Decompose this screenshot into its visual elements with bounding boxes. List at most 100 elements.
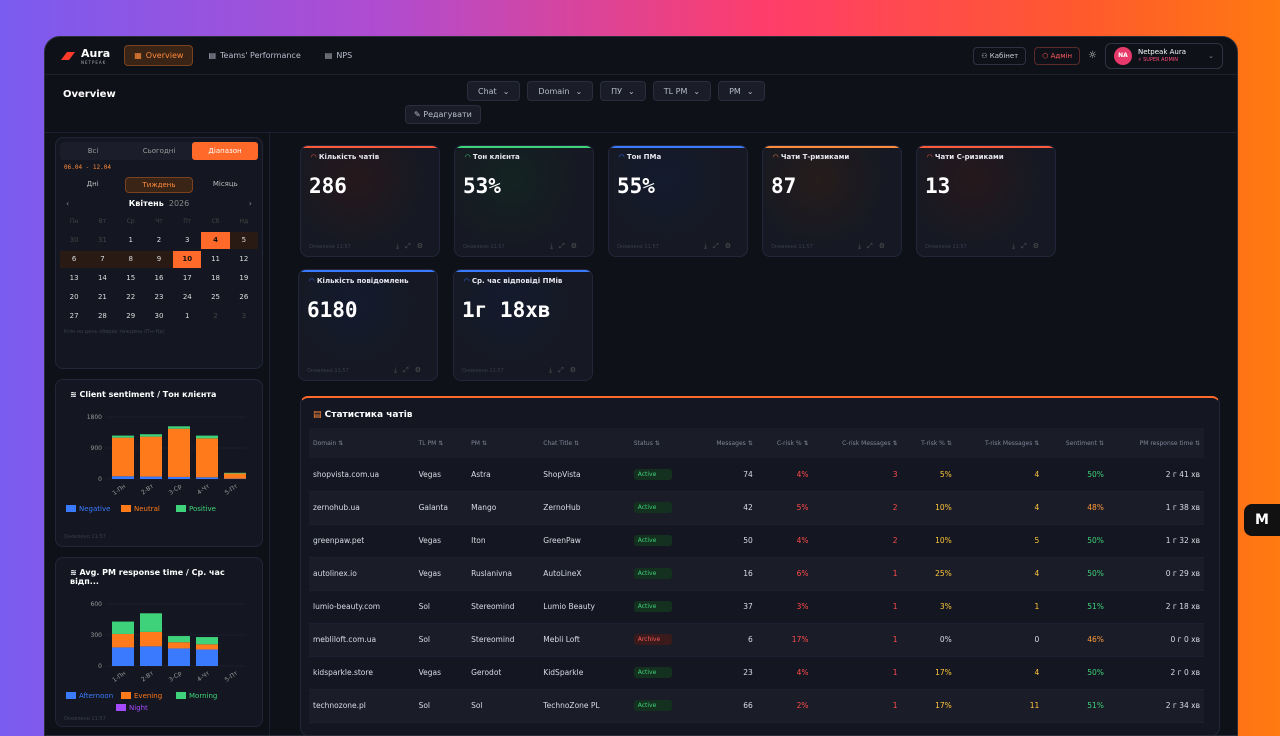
calendar-day[interactable]: 11	[201, 251, 229, 268]
mode-range[interactable]: Діапазон	[192, 142, 258, 160]
kpi-actions[interactable]: ⤓⤢⚙	[394, 366, 427, 375]
calendar-day[interactable]: 31	[88, 232, 116, 249]
filter-domain[interactable]: Domain⌄	[527, 81, 593, 101]
m-logo-icon[interactable]: M	[1244, 504, 1280, 536]
sun-icon[interactable]: ☼	[1088, 50, 1097, 61]
column-header[interactable]: C-risk Messages ⇅	[812, 428, 901, 458]
calendar-day[interactable]: 8	[117, 251, 145, 268]
column-header[interactable]: PM ⇅	[467, 428, 539, 458]
column-header[interactable]: Sentiment ⇅	[1043, 428, 1108, 458]
calendar-day[interactable]: 29	[117, 308, 145, 325]
column-header[interactable]: Domain ⇅	[309, 428, 415, 458]
calendar-day[interactable]: 17	[173, 270, 201, 287]
calendar-day[interactable]: 25	[201, 289, 229, 306]
table-cell: Mebli Loft	[539, 623, 629, 656]
admin-button[interactable]: ⬡ Адмін	[1034, 47, 1080, 65]
filter-tlpm[interactable]: TL PM⌄	[653, 81, 711, 101]
calendar-day[interactable]: 12	[230, 251, 258, 268]
filter-pu[interactable]: ПУ⌄	[600, 81, 646, 101]
chevron-left-icon[interactable]: ‹	[66, 199, 69, 208]
calendar-day[interactable]: 2	[145, 232, 173, 249]
status-badge: Active	[634, 700, 672, 711]
table-cell: Active	[630, 689, 695, 722]
status-badge: Active	[634, 535, 672, 546]
period-month[interactable]: Місяць	[193, 177, 258, 193]
column-header[interactable]: T-risk % ⇅	[902, 428, 956, 458]
calendar-day[interactable]: 1	[173, 308, 201, 325]
calendar-day[interactable]: 5	[230, 232, 258, 249]
legend-label: Night	[129, 704, 148, 712]
tab-nps[interactable]: ▤NPS	[316, 46, 361, 65]
calendar-day[interactable]: 3	[230, 308, 258, 325]
cabinet-button[interactable]: ⚇ Кабінет	[973, 47, 1026, 65]
calendar-day[interactable]: 7	[88, 251, 116, 268]
calendar-day[interactable]: 27	[60, 308, 88, 325]
kpi-actions[interactable]: ⤓⤢⚙	[1012, 242, 1045, 251]
tab-teams-performance[interactable]: ▤Teams' Performance	[199, 46, 309, 65]
column-header[interactable]: PM response time ⇅	[1108, 428, 1204, 458]
table-cell: 0%	[902, 623, 956, 656]
mode-today[interactable]: Сьогодні	[126, 142, 192, 160]
calendar-day[interactable]: 28	[88, 308, 116, 325]
period-week[interactable]: Тиждень	[125, 177, 192, 193]
period-days[interactable]: Дні	[60, 177, 125, 193]
calendar-day[interactable]: 14	[88, 270, 116, 287]
calendar-day[interactable]: 13	[60, 270, 88, 287]
mode-all[interactable]: Всі	[60, 142, 126, 160]
calendar-day[interactable]: 22	[117, 289, 145, 306]
calendar-day[interactable]: 30	[145, 308, 173, 325]
calendar-day[interactable]: 3	[173, 232, 201, 249]
kpi-updated: Оновлено 11:57	[463, 244, 505, 250]
calendar-day[interactable]: 30	[60, 232, 88, 249]
calendar-day[interactable]: 1	[117, 232, 145, 249]
filter-chat[interactable]: Chat⌄	[467, 81, 520, 101]
column-header[interactable]: Status ⇅	[630, 428, 695, 458]
kpi-actions[interactable]: ⤓⤢⚙	[704, 242, 737, 251]
filter-pm[interactable]: PM⌄	[718, 81, 764, 101]
kpi-value: 6180	[299, 290, 437, 330]
chevron-right-icon[interactable]: ›	[249, 199, 252, 208]
calendar-day[interactable]: 19	[230, 270, 258, 287]
tab-overview[interactable]: ▦Overview	[124, 45, 193, 66]
column-header[interactable]: C-risk % ⇅	[757, 428, 813, 458]
kpi-actions[interactable]: ⤓⤢⚙	[550, 242, 583, 251]
calendar-day[interactable]: 21	[88, 289, 116, 306]
sentiment-title-text: Client sentiment / Тон клієнта	[80, 390, 217, 399]
column-header[interactable]: T-risk Messages ⇅	[956, 428, 1044, 458]
calendar-day[interactable]: 18	[201, 270, 229, 287]
calendar-day[interactable]: 24	[173, 289, 201, 306]
kpi-title-text: Кількість повідомлень	[317, 277, 409, 285]
column-header-label: C-risk Messages	[842, 440, 890, 447]
column-header[interactable]: Chat Title ⇅	[539, 428, 629, 458]
calendar-day[interactable]: 10	[173, 251, 201, 268]
calendar-day[interactable]: 9	[145, 251, 173, 268]
calendar-day[interactable]: 15	[117, 270, 145, 287]
calendar-day[interactable]: 4	[201, 232, 229, 249]
column-header[interactable]: Messages ⇅	[694, 428, 756, 458]
table-header-row: Domain ⇅TL PM ⇅PM ⇅Chat Title ⇅Status ⇅M…	[309, 428, 1204, 458]
calendar-day[interactable]: 16	[145, 270, 173, 287]
edit-button[interactable]: ✎ Редагувати	[405, 105, 481, 124]
calendar-day[interactable]: 23	[145, 289, 173, 306]
column-header[interactable]: TL PM ⇅	[415, 428, 468, 458]
kpi-actions[interactable]: ⤓⤢⚙	[858, 242, 891, 251]
weekday-label: Чт	[145, 213, 173, 230]
calendar-day[interactable]: 26	[230, 289, 258, 306]
user-menu[interactable]: NA Netpeak Aura⚡ SUPER ADMIN ⌄	[1105, 43, 1223, 69]
table-cell: 50%	[1043, 458, 1108, 491]
kpi-actions[interactable]: ⤓⤢⚙	[549, 366, 582, 375]
calendar-day[interactable]: 6	[60, 251, 88, 268]
kpi-actions[interactable]: ⤓⤢⚙	[396, 242, 429, 251]
calendar-day[interactable]: 2	[201, 308, 229, 325]
calendar-day[interactable]: 20	[60, 289, 88, 306]
